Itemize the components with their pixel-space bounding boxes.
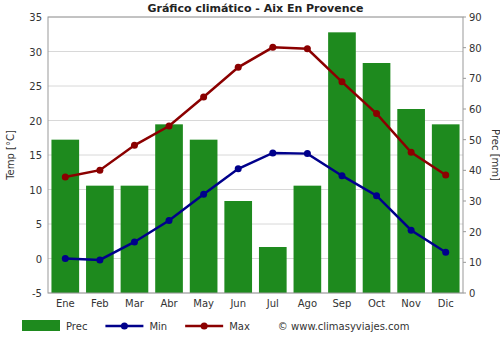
line: [65, 153, 445, 260]
tick-label: -5: [32, 288, 42, 299]
bar: [86, 186, 114, 293]
marker: [304, 45, 311, 52]
tick-label: 30: [29, 47, 42, 58]
tick-label: 0: [469, 288, 475, 299]
marker: [338, 78, 345, 85]
grid-line: [48, 86, 463, 87]
legend-label: Prec: [66, 321, 87, 332]
marker: [235, 165, 242, 172]
marker: [131, 238, 138, 245]
marker: [62, 255, 69, 262]
bar: [294, 186, 322, 293]
bar: [224, 201, 252, 293]
tick-label: Jul: [266, 298, 279, 309]
tick-label: Ene: [56, 298, 75, 309]
bar: [432, 124, 460, 293]
tick-label: 5: [36, 219, 42, 230]
marker: [338, 172, 345, 179]
marker: [96, 256, 103, 263]
tick-label: 10: [29, 185, 42, 196]
plot-area: [51, 32, 459, 293]
bar: [51, 140, 79, 293]
title: Gráfico climático - Aix En Provence: [147, 2, 363, 15]
tick-label: 70: [469, 73, 482, 84]
marker: [96, 167, 103, 174]
tick-label: May: [193, 298, 214, 309]
tick-label: Mar: [125, 298, 145, 309]
grid-line: [48, 51, 463, 52]
bar: [190, 140, 218, 293]
tick-label: 25: [29, 81, 42, 92]
legend-label: Min: [149, 321, 167, 332]
annotation: © www.climasyviajes.com: [278, 321, 410, 332]
tick-label: 10: [469, 257, 482, 268]
marker: [373, 110, 380, 117]
chart: Gráfico climático - Aix En Provence -5 0 5 1…: [0, 0, 500, 350]
marker: [200, 94, 207, 101]
marker: [166, 217, 173, 224]
bar: [363, 63, 391, 293]
marker: [166, 123, 173, 130]
bar: [397, 109, 425, 293]
tick-label: Dic: [438, 298, 454, 309]
tick-label: 15: [29, 150, 42, 161]
tick-label: Feb: [91, 298, 109, 309]
legend-label: Max: [229, 321, 250, 332]
bar: [121, 186, 149, 293]
axis-label: Prec [mm]: [490, 129, 500, 181]
tick-label: 90: [469, 12, 482, 23]
marker: [442, 249, 449, 256]
marker: [269, 44, 276, 51]
legend-marker: [201, 323, 208, 330]
legend-swatch: [22, 320, 60, 331]
tick-label: Nov: [401, 298, 421, 309]
marker: [408, 149, 415, 156]
marker: [131, 142, 138, 149]
bar: [155, 124, 183, 293]
tick-label: 35: [29, 12, 42, 23]
tick-label: Sep: [333, 298, 352, 309]
plot-frame: [48, 17, 463, 293]
marker: [442, 172, 449, 179]
marker: [269, 149, 276, 156]
tick-label: Oct: [368, 298, 385, 309]
tick-label: Jun: [229, 298, 246, 309]
bar: [259, 247, 287, 293]
tick-label: 0: [36, 254, 42, 265]
marker: [200, 191, 207, 198]
tick-label: 40: [469, 165, 482, 176]
marker: [235, 64, 242, 71]
marker: [304, 150, 311, 157]
line: [65, 47, 445, 177]
tick-label: 20: [29, 116, 42, 127]
marker: [373, 192, 380, 199]
tick-label: 50: [469, 135, 482, 146]
tick-label: 60: [469, 104, 482, 115]
axis-label: Temp [°C]: [5, 130, 16, 181]
tick-label: 20: [469, 227, 482, 238]
legend-marker: [121, 323, 128, 330]
tick-label: 30: [469, 196, 482, 207]
marker: [408, 227, 415, 234]
tick-label: 80: [469, 43, 482, 54]
marker: [62, 174, 69, 181]
tick-label: Ago: [298, 298, 317, 309]
tick-label: Abr: [160, 298, 178, 309]
